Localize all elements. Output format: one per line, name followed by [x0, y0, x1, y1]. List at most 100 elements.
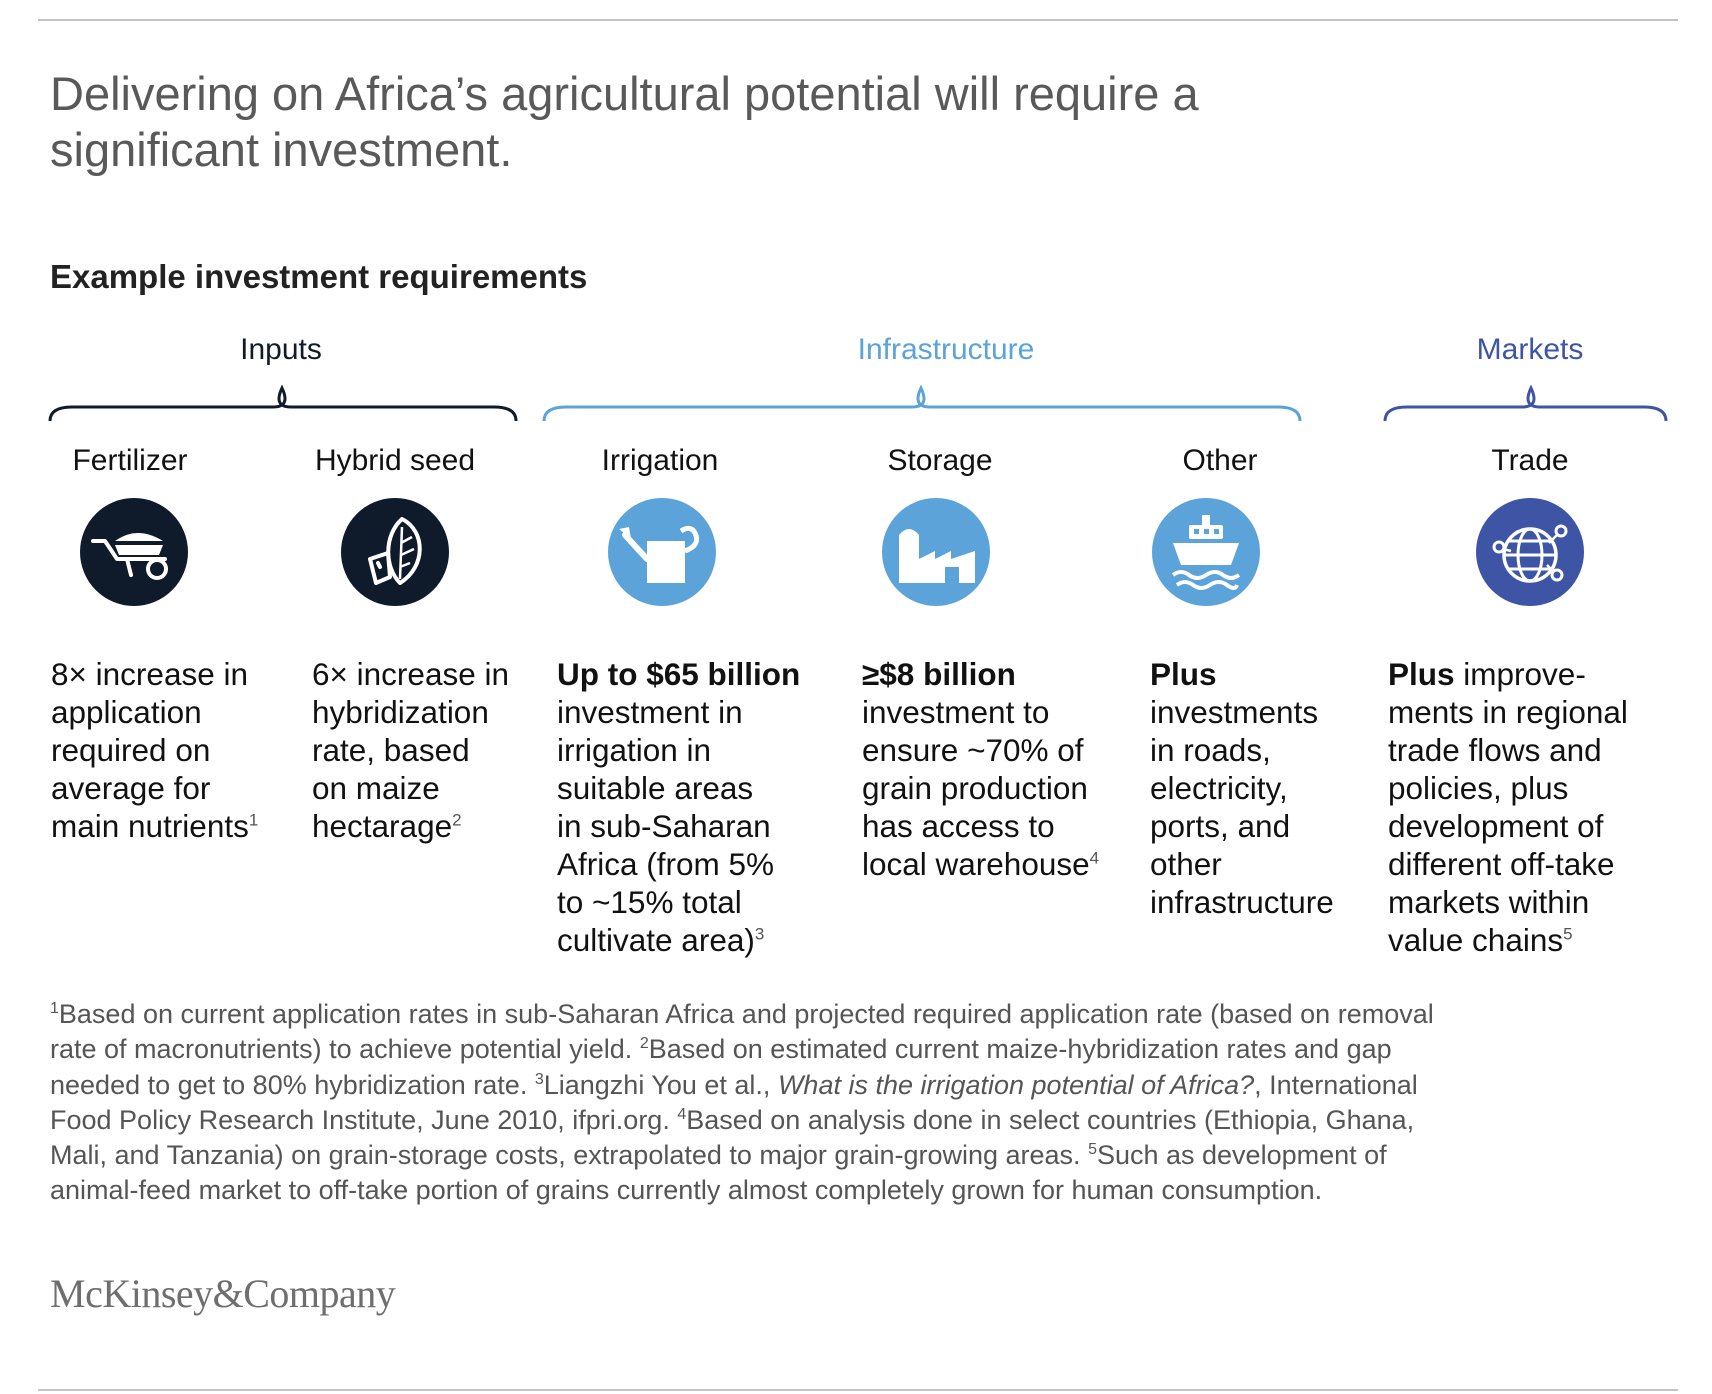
- footnote-text: Based on current application rates in su…: [58, 999, 1434, 1029]
- column-title-irrigation: Irrigation: [601, 444, 719, 477]
- column-title-trade: Trade: [1491, 444, 1569, 477]
- globe-network-icon: [1476, 498, 1584, 606]
- description-line: hectarage2: [312, 807, 509, 845]
- description-line: application: [51, 693, 258, 731]
- footnote-line-1: 1Based on current application rates in s…: [50, 997, 1650, 1032]
- description-text: suitable areas: [557, 770, 754, 806]
- footnote-reference: 5: [1563, 924, 1573, 944]
- description-text: infrastructure: [1150, 884, 1334, 920]
- warehouse-silo-icon: [882, 498, 990, 606]
- description-text: application: [51, 694, 202, 730]
- description-line: ments in regional: [1388, 693, 1628, 731]
- description-line: local warehouse4: [862, 845, 1099, 883]
- description-line: suitable areas: [557, 769, 800, 807]
- description-line: Plus improve-: [1388, 655, 1628, 693]
- description-line: ports, and: [1150, 807, 1334, 845]
- column-description-irrigation: Up to $65 billion investment in irrigation…: [557, 655, 800, 959]
- section-subtitle: Example investment requirements: [50, 258, 588, 295]
- description-bold-text: Up to $65 billion: [557, 656, 801, 692]
- footnote-marker: 5: [1088, 1141, 1097, 1159]
- column-description-trade: Plus improve-ments in regional trade flow…: [1388, 655, 1628, 959]
- footnote-reference: 2: [452, 810, 462, 830]
- description-text: average for: [51, 770, 211, 806]
- footnote-marker: 1: [50, 1000, 59, 1017]
- footnote-reference: 4: [1089, 848, 1100, 868]
- description-line: rate, based: [312, 731, 509, 769]
- description-line: different off-take: [1388, 845, 1628, 883]
- description-bold-text: ≥$8 billion: [862, 656, 1016, 692]
- footnote-citation-title: What is the irrigation potential of Afri…: [777, 1069, 1255, 1100]
- description-line: Africa (from 5%: [557, 845, 800, 883]
- column-description-other: Plus investments in roads, electricity, port…: [1150, 655, 1334, 921]
- description-line: policies, plus: [1388, 769, 1628, 807]
- description-text: investment in: [557, 694, 743, 730]
- footnote-marker: 3: [534, 1070, 544, 1088]
- footnote-text: Based on estimated current maize-hybridi…: [648, 1034, 1392, 1065]
- category-label-infrastructure: Infrastructure: [857, 333, 1035, 366]
- description-text: grain production: [862, 770, 1088, 806]
- footnote-line-5: Mali, and Tanzania) on grain-storage cos…: [50, 1138, 1650, 1173]
- inputs-brace: [48, 384, 518, 422]
- description-line: infrastructure: [1150, 883, 1334, 921]
- description-text: policies, plus: [1388, 770, 1569, 806]
- description-line: grain production: [862, 769, 1099, 807]
- description-line: average for: [51, 769, 258, 807]
- description-text: different off-take: [1388, 846, 1615, 882]
- footnote-reference: 3: [754, 924, 765, 944]
- description-line: on maize: [312, 769, 509, 807]
- description-text: other: [1150, 846, 1222, 882]
- column-title-other: Other: [1182, 444, 1258, 477]
- wheelbarrow-icon: [80, 498, 188, 606]
- footnote-text: rate of macronutrients) to achieve poten…: [50, 1034, 640, 1065]
- description-line: development of: [1388, 807, 1628, 845]
- column-description-storage: ≥$8 billion investment to ensure ~70% of gr…: [862, 655, 1099, 883]
- footnote-text: needed to get to 80% hybridization rate.: [50, 1069, 535, 1100]
- description-line: markets within: [1388, 883, 1628, 921]
- column-description-hybrid-seed: 6× increase in hybridization rate, based on…: [312, 655, 509, 845]
- description-text: 6× increase in: [312, 656, 509, 692]
- description-line: 6× increase in: [312, 655, 509, 693]
- description-line: required on: [51, 731, 258, 769]
- description-line: in sub-Saharan: [557, 807, 800, 845]
- description-line: irrigation in: [557, 731, 800, 769]
- description-text: investments: [1150, 694, 1319, 730]
- description-text: on maize: [312, 770, 440, 806]
- description-text: cultivate area): [557, 922, 755, 958]
- description-text: improve-: [1454, 656, 1586, 692]
- mckinsey-logo: McKinsey&Company: [50, 1271, 396, 1316]
- description-text: hybridization: [312, 694, 489, 730]
- description-text: has access to: [862, 808, 1055, 844]
- footnote-text: animal-feed market to off-take portion o…: [50, 1175, 1323, 1206]
- description-bold-text: Plus: [1388, 656, 1455, 692]
- bottom-rule: [38, 1389, 1678, 1391]
- ship-icon: [1152, 498, 1260, 606]
- footnote-marker: 2: [639, 1035, 649, 1053]
- top-rule: [38, 19, 1678, 21]
- title-line-2: significant investment.: [50, 123, 513, 176]
- infrastructure-brace: [542, 384, 1302, 422]
- description-line: value chains5: [1388, 921, 1628, 959]
- description-line: Up to $65 billion: [557, 655, 800, 693]
- description-line: trade flows and: [1388, 731, 1628, 769]
- column-title-fertilizer: Fertilizer: [72, 444, 188, 477]
- description-line: other: [1150, 845, 1334, 883]
- description-text: development of: [1388, 808, 1604, 844]
- description-line: investments: [1150, 693, 1334, 731]
- title-line-1: Delivering on Africa’s agricultural pote…: [50, 67, 1199, 120]
- footnote-line-4: Food Policy Research Institute, June 201…: [50, 1103, 1650, 1138]
- markets-brace: [1383, 384, 1668, 422]
- description-line: investment to: [862, 693, 1099, 731]
- description-line: has access to: [862, 807, 1099, 845]
- description-text: main nutrients: [51, 808, 249, 844]
- description-text: value chains: [1388, 922, 1564, 958]
- description-text: 8× increase in: [51, 656, 248, 692]
- footnote-reference: 1: [248, 810, 259, 830]
- column-title-storage: Storage: [887, 444, 993, 477]
- description-text: ensure ~70% of: [862, 732, 1084, 768]
- description-line: in roads,: [1150, 731, 1334, 769]
- column-description-fertilizer: 8× increase in application required on aver…: [51, 655, 258, 845]
- description-line: main nutrients1: [51, 807, 258, 845]
- watering-can-icon: [608, 498, 716, 606]
- description-line: hybridization: [312, 693, 509, 731]
- description-text: ports, and: [1150, 808, 1291, 844]
